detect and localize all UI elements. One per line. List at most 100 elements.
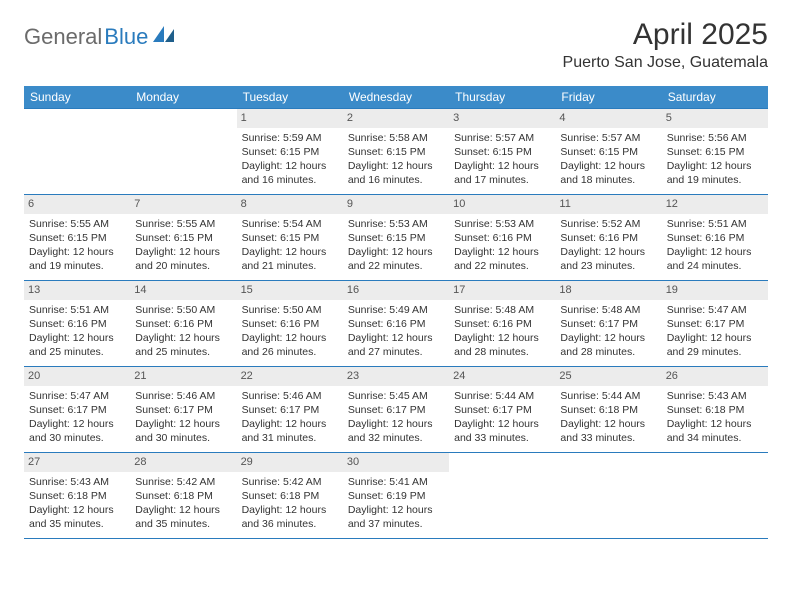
sunset-text: Sunset: 6:15 PM	[454, 145, 550, 159]
sunrise-text: Sunrise: 5:55 AM	[29, 217, 125, 231]
sunrise-text: Sunrise: 5:43 AM	[667, 389, 763, 403]
daylight-text-2: and 28 minutes.	[560, 345, 656, 359]
day-cell: 2Sunrise: 5:58 AMSunset: 6:15 PMDaylight…	[343, 109, 449, 194]
daylight-text-1: Daylight: 12 hours	[348, 331, 444, 345]
daylight-text-1: Daylight: 12 hours	[29, 417, 125, 431]
sunrise-text: Sunrise: 5:50 AM	[242, 303, 338, 317]
sunset-text: Sunset: 6:15 PM	[242, 145, 338, 159]
logo-text-blue: Blue	[104, 24, 148, 50]
day-number: 14	[130, 281, 236, 300]
daylight-text-1: Daylight: 12 hours	[454, 331, 550, 345]
sunset-text: Sunset: 6:15 PM	[348, 145, 444, 159]
daylight-text-2: and 21 minutes.	[242, 259, 338, 273]
sunset-text: Sunset: 6:18 PM	[560, 403, 656, 417]
daylight-text-1: Daylight: 12 hours	[667, 245, 763, 259]
sunrise-text: Sunrise: 5:46 AM	[242, 389, 338, 403]
day-number: 6	[24, 195, 130, 214]
day-cell: 1Sunrise: 5:59 AMSunset: 6:15 PMDaylight…	[237, 109, 343, 194]
day-number: 30	[343, 453, 449, 472]
empty-day-cell	[555, 453, 661, 538]
daylight-text-1: Daylight: 12 hours	[135, 331, 231, 345]
day-number: 25	[555, 367, 661, 386]
sunset-text: Sunset: 6:16 PM	[667, 231, 763, 245]
sunset-text: Sunset: 6:16 PM	[242, 317, 338, 331]
daylight-text-1: Daylight: 12 hours	[560, 417, 656, 431]
daylight-text-2: and 35 minutes.	[29, 517, 125, 531]
day-cell: 11Sunrise: 5:52 AMSunset: 6:16 PMDayligh…	[555, 195, 661, 280]
sunset-text: Sunset: 6:15 PM	[560, 145, 656, 159]
daylight-text-2: and 18 minutes.	[560, 173, 656, 187]
day-number: 13	[24, 281, 130, 300]
day-number: 7	[130, 195, 236, 214]
day-number: 29	[237, 453, 343, 472]
daylight-text-2: and 30 minutes.	[29, 431, 125, 445]
sunset-text: Sunset: 6:16 PM	[348, 317, 444, 331]
sunrise-text: Sunrise: 5:48 AM	[560, 303, 656, 317]
daylight-text-1: Daylight: 12 hours	[29, 331, 125, 345]
day-cell: 29Sunrise: 5:42 AMSunset: 6:18 PMDayligh…	[237, 453, 343, 538]
day-number: 21	[130, 367, 236, 386]
daylight-text-1: Daylight: 12 hours	[560, 245, 656, 259]
day-cell: 10Sunrise: 5:53 AMSunset: 6:16 PMDayligh…	[449, 195, 555, 280]
empty-day-cell	[24, 109, 130, 194]
sunrise-text: Sunrise: 5:51 AM	[667, 217, 763, 231]
day-cell: 15Sunrise: 5:50 AMSunset: 6:16 PMDayligh…	[237, 281, 343, 366]
day-cell: 14Sunrise: 5:50 AMSunset: 6:16 PMDayligh…	[130, 281, 236, 366]
sunrise-text: Sunrise: 5:54 AM	[242, 217, 338, 231]
day-cell: 28Sunrise: 5:42 AMSunset: 6:18 PMDayligh…	[130, 453, 236, 538]
daylight-text-2: and 35 minutes.	[135, 517, 231, 531]
day-number: 23	[343, 367, 449, 386]
sunset-text: Sunset: 6:19 PM	[348, 489, 444, 503]
daylight-text-2: and 33 minutes.	[454, 431, 550, 445]
day-number: 12	[662, 195, 768, 214]
daylight-text-1: Daylight: 12 hours	[242, 417, 338, 431]
day-cell: 23Sunrise: 5:45 AMSunset: 6:17 PMDayligh…	[343, 367, 449, 452]
sunrise-text: Sunrise: 5:42 AM	[135, 475, 231, 489]
day-number: 3	[449, 109, 555, 128]
location: Puerto San Jose, Guatemala	[563, 54, 768, 72]
logo-sail-icon	[153, 26, 175, 49]
daylight-text-1: Daylight: 12 hours	[348, 503, 444, 517]
sunset-text: Sunset: 6:17 PM	[454, 403, 550, 417]
daylight-text-1: Daylight: 12 hours	[667, 417, 763, 431]
empty-day-cell	[662, 453, 768, 538]
daylight-text-2: and 29 minutes.	[667, 345, 763, 359]
sunset-text: Sunset: 6:17 PM	[560, 317, 656, 331]
sunset-text: Sunset: 6:15 PM	[29, 231, 125, 245]
sunrise-text: Sunrise: 5:47 AM	[667, 303, 763, 317]
daylight-text-2: and 37 minutes.	[348, 517, 444, 531]
calendar: SundayMondayTuesdayWednesdayThursdayFrid…	[24, 86, 768, 539]
sunrise-text: Sunrise: 5:53 AM	[454, 217, 550, 231]
daylight-text-2: and 16 minutes.	[348, 173, 444, 187]
sunset-text: Sunset: 6:15 PM	[135, 231, 231, 245]
sunrise-text: Sunrise: 5:46 AM	[135, 389, 231, 403]
sunset-text: Sunset: 6:15 PM	[667, 145, 763, 159]
sunrise-text: Sunrise: 5:57 AM	[560, 131, 656, 145]
daylight-text-2: and 17 minutes.	[454, 173, 550, 187]
logo: GeneralBlue	[24, 24, 175, 50]
daylight-text-1: Daylight: 12 hours	[348, 417, 444, 431]
daylight-text-1: Daylight: 12 hours	[454, 159, 550, 173]
daylight-text-1: Daylight: 12 hours	[242, 331, 338, 345]
sunrise-text: Sunrise: 5:51 AM	[29, 303, 125, 317]
daylight-text-2: and 16 minutes.	[242, 173, 338, 187]
sunrise-text: Sunrise: 5:44 AM	[560, 389, 656, 403]
daylight-text-1: Daylight: 12 hours	[560, 159, 656, 173]
sunset-text: Sunset: 6:17 PM	[348, 403, 444, 417]
title-block: April 2025 Puerto San Jose, Guatemala	[563, 18, 768, 72]
week-row: 27Sunrise: 5:43 AMSunset: 6:18 PMDayligh…	[24, 452, 768, 539]
day-cell: 3Sunrise: 5:57 AMSunset: 6:15 PMDaylight…	[449, 109, 555, 194]
weekday-header-row: SundayMondayTuesdayWednesdayThursdayFrid…	[24, 86, 768, 108]
day-cell: 17Sunrise: 5:48 AMSunset: 6:16 PMDayligh…	[449, 281, 555, 366]
sunrise-text: Sunrise: 5:49 AM	[348, 303, 444, 317]
sunset-text: Sunset: 6:15 PM	[348, 231, 444, 245]
daylight-text-1: Daylight: 12 hours	[135, 417, 231, 431]
logo-text-general: General	[24, 24, 102, 50]
day-cell: 19Sunrise: 5:47 AMSunset: 6:17 PMDayligh…	[662, 281, 768, 366]
sunset-text: Sunset: 6:16 PM	[454, 317, 550, 331]
day-number: 18	[555, 281, 661, 300]
sunrise-text: Sunrise: 5:42 AM	[242, 475, 338, 489]
day-cell: 4Sunrise: 5:57 AMSunset: 6:15 PMDaylight…	[555, 109, 661, 194]
daylight-text-2: and 23 minutes.	[560, 259, 656, 273]
daylight-text-2: and 25 minutes.	[29, 345, 125, 359]
